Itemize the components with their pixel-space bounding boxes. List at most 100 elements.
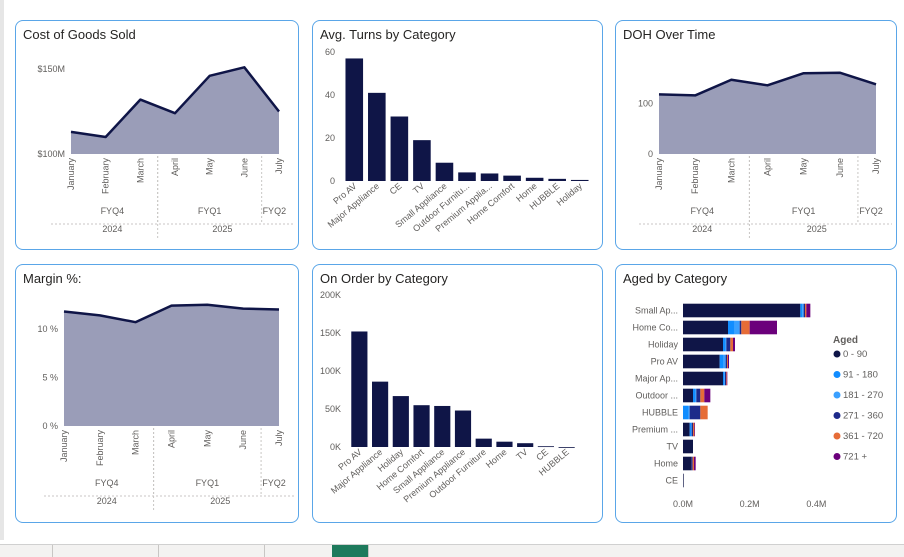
x-tick-label: April	[763, 158, 773, 176]
bar-segment	[723, 355, 726, 369]
x-tick-label: CE	[388, 181, 404, 197]
bar	[476, 439, 492, 447]
x-tick-label: March	[726, 158, 736, 183]
bar-segment	[694, 423, 695, 437]
y-tick-label: Home	[654, 459, 678, 469]
legend-label: 271 - 360	[843, 411, 883, 422]
y-tick-label: 100	[638, 99, 653, 109]
page-tab[interactable]	[158, 545, 265, 557]
legend-marker	[834, 392, 841, 399]
year-label: 2025	[210, 496, 230, 506]
bar-segment	[683, 406, 688, 420]
bar	[455, 411, 471, 447]
y-tick-label: Home Co...	[632, 323, 678, 333]
year-label: 2024	[692, 224, 712, 234]
y-tick-label: 200K	[320, 290, 341, 300]
year-label: 2024	[102, 224, 122, 234]
bar-segment	[800, 304, 802, 318]
bar-segment	[691, 457, 692, 471]
x-tick-label: May	[799, 158, 809, 176]
x-tick-label: January	[654, 158, 664, 191]
x-tick-label: January	[66, 158, 76, 191]
bar-segment	[730, 338, 733, 352]
bar	[526, 178, 544, 181]
bar-segment	[735, 321, 740, 335]
x-tick-label: May	[205, 158, 215, 176]
quarter-label: FYQ1	[196, 478, 220, 488]
y-tick-label: 50K	[325, 404, 341, 414]
page-tab[interactable]	[52, 545, 159, 557]
x-tick-label: April	[167, 430, 177, 448]
bar-segment	[700, 406, 707, 420]
aged-card[interactable]: Aged by Category Small Ap...Home Co...Ho…	[615, 264, 897, 523]
x-tick-label: February	[95, 430, 105, 467]
y-tick-label: Outdoor ...	[635, 391, 678, 401]
year-label: 2025	[807, 224, 827, 234]
x-tick-label: July	[871, 158, 881, 175]
y-tick-label: Pro AV	[651, 357, 678, 367]
bar	[538, 446, 554, 447]
page-tab-active[interactable]	[332, 545, 369, 557]
quarter-label: FYQ4	[690, 206, 714, 216]
bar-segment	[683, 304, 800, 318]
bar	[481, 173, 499, 181]
bar-segment	[683, 474, 684, 488]
y-tick-label: 0K	[330, 442, 341, 452]
bar	[393, 396, 409, 447]
bar-segment	[688, 406, 690, 420]
y-tick-label: 150K	[320, 328, 341, 338]
page-tab[interactable]	[0, 545, 53, 557]
x-tick-label: March	[131, 430, 141, 455]
bar-segment	[750, 321, 777, 335]
legend-label: 361 - 720	[843, 431, 883, 442]
x-tick-label: July	[274, 158, 284, 175]
bar-segment	[805, 304, 806, 318]
legend-label: 181 - 270	[843, 390, 883, 401]
y-tick-label: 10 %	[37, 324, 58, 334]
legend-label: 91 - 180	[843, 370, 878, 381]
bar-segment	[726, 338, 730, 352]
x-tick-label: January	[59, 430, 69, 463]
bar	[517, 443, 533, 447]
bar-segment	[802, 304, 803, 318]
bar-segment	[683, 423, 690, 437]
bar-segment	[741, 321, 749, 335]
legend-marker	[834, 433, 841, 440]
legend-marker	[834, 371, 841, 378]
bar-segment	[694, 457, 696, 471]
bar-segment	[720, 355, 723, 369]
bar-segment	[683, 389, 693, 403]
bar-segment	[704, 389, 710, 403]
quarter-label: FYQ4	[101, 206, 125, 216]
x-tick-label: 0.0M	[673, 499, 693, 509]
bar	[559, 447, 575, 448]
y-tick-label: 60	[325, 47, 335, 57]
legend-label: 721 +	[843, 452, 867, 463]
y-tick-label: 40	[325, 90, 335, 100]
x-tick-label: April	[170, 158, 180, 176]
x-tick-label: June	[835, 158, 845, 178]
bar-segment	[696, 389, 700, 403]
bar	[436, 163, 454, 181]
bar-segment	[693, 389, 695, 403]
bar-segment	[693, 457, 694, 471]
bar-segment	[733, 338, 735, 352]
bar	[496, 442, 512, 447]
x-tick-label: 0.4M	[806, 499, 826, 509]
bar-segment	[690, 423, 691, 437]
bar	[391, 117, 409, 182]
bar	[571, 180, 589, 181]
legend-marker	[834, 351, 841, 358]
x-tick-label: Home	[484, 447, 509, 470]
year-label: 2024	[97, 496, 117, 506]
bar-segment	[700, 389, 704, 403]
